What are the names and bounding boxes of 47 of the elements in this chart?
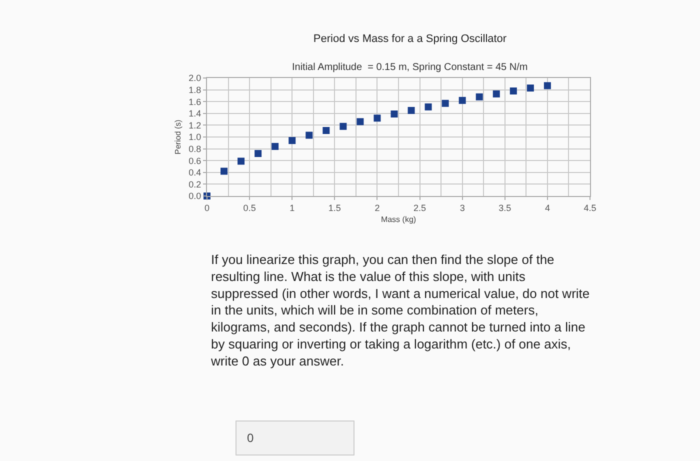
point [272, 142, 279, 150]
y-axis-title: Period (s) [173, 119, 182, 154]
x-tick-label: 4.5 [584, 202, 596, 213]
y-tick-label: 0.6 [188, 156, 202, 166]
point [492, 90, 500, 98]
y-tick-label: 0.2 [188, 179, 202, 190]
point [526, 84, 534, 92]
point [322, 127, 330, 134]
point [340, 122, 347, 130]
x-axis-title: Mass (kg) [380, 214, 416, 224]
point [442, 100, 449, 107]
point [544, 82, 551, 90]
y-tick-label: 1.0 [188, 132, 202, 142]
point [408, 106, 415, 114]
x-tick-label: 0 [204, 202, 210, 213]
y-tick-label: 0.4 [188, 168, 202, 178]
point [238, 158, 245, 165]
y-tick-label: 1.8 [188, 84, 202, 95]
point [220, 168, 228, 175]
point [458, 96, 466, 104]
point [374, 114, 381, 122]
x-tick-label: 3.5 [498, 202, 512, 213]
x-tick-label: 0.5 [243, 202, 256, 213]
x-tick-label: 1.5 [328, 202, 341, 213]
x-tick-label: 2.5 [414, 202, 426, 213]
text: If you linearize this graph, you can then find the slope of the resulting line. What is the value of this slope, with units suppressed (in other words, I want a numerical value, do not write in the units, which will be in some combination of meters, kilograms, and seconds). If the graph cannot be turned into a line by squaring or inverting or taking a logarithm (etc.) of one axis, write 0 as your answer. [210, 252, 590, 368]
point [356, 118, 364, 126]
x-tick-label: 4 [544, 202, 550, 213]
y-tick-label: 1.2 [188, 120, 202, 130]
point [390, 110, 398, 118]
point [288, 137, 296, 144]
point [306, 132, 313, 139]
chart-subtitle: Initial Amplitude = 0.15 m, Spring Constant = 45 N/m [292, 62, 528, 73]
point [510, 87, 517, 94]
y-tick-label: 0.0 [188, 191, 202, 202]
y-tick-label: 0.8 [188, 144, 202, 154]
text: 0 [247, 431, 254, 445]
chart-title: Period vs Mass for a a Spring Oscillator [313, 32, 507, 45]
point [476, 93, 483, 100]
x-tick-label: 2 [374, 202, 380, 213]
x-tick-label: 1 [290, 202, 295, 213]
point [254, 150, 262, 158]
y-tick-label: 1.4 [188, 108, 202, 119]
x-tick-label: 3 [460, 202, 465, 213]
point [424, 103, 432, 110]
y-tick-label: 2.0 [188, 73, 202, 84]
y-tick-label: 1.6 [188, 96, 202, 107]
